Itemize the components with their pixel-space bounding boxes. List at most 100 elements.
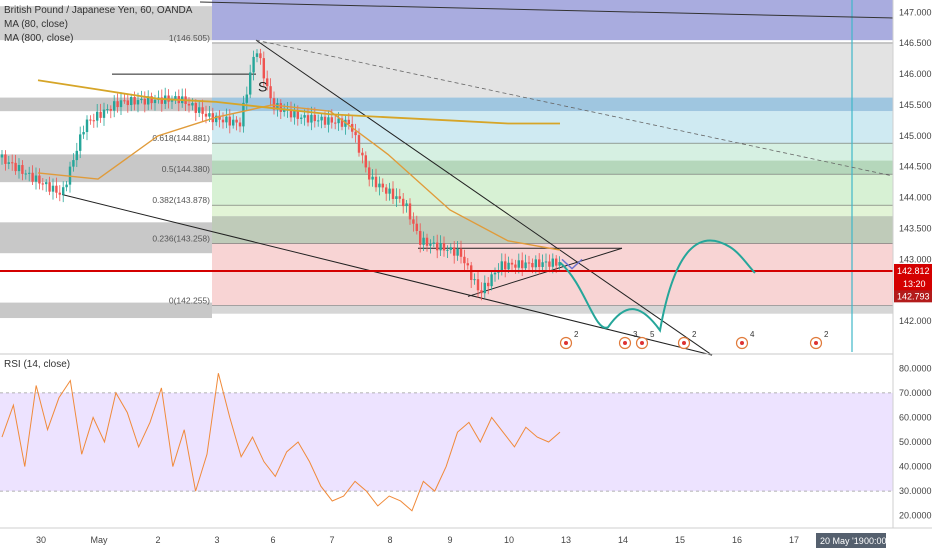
- candle-body: [235, 119, 238, 123]
- candle-body: [150, 96, 153, 104]
- fib-zone-band: [212, 243, 893, 306]
- price-tick-label: 144.500: [899, 162, 932, 172]
- indicator-ma80[interactable]: MA (80, close): [4, 19, 68, 30]
- symbol-title[interactable]: British Pound / Japanese Yen, 60, OANDA: [4, 5, 193, 16]
- candle-body: [493, 272, 497, 275]
- rsi-tick-label: 80.0000: [899, 363, 932, 373]
- zone-band-left: [0, 222, 212, 254]
- time-tick-label: May: [90, 535, 108, 545]
- candle-body: [266, 78, 269, 87]
- candle-body: [453, 247, 456, 256]
- event-count: 4: [750, 330, 755, 339]
- time-tick-label: 16: [732, 535, 742, 545]
- candle-body: [79, 134, 82, 151]
- fib-zone-band: [212, 143, 893, 161]
- candle-body: [459, 248, 463, 257]
- candle-body: [11, 162, 14, 164]
- trend-line-dashed: [255, 39, 894, 177]
- candle-body: [364, 155, 367, 168]
- event-count: 5: [650, 330, 655, 339]
- fib-level-label: 0.5(144.380): [162, 164, 210, 174]
- candle-body: [544, 261, 548, 263]
- candle-body: [198, 107, 201, 113]
- last-price-badge: [894, 263, 932, 292]
- candle-body: [204, 113, 208, 117]
- event-marker-dot: [682, 341, 686, 345]
- candle-body: [480, 290, 483, 294]
- projection-path: [559, 239, 756, 333]
- candle-body: [303, 115, 306, 118]
- event-marker-dot: [640, 341, 644, 345]
- candle-body: [436, 242, 439, 251]
- candle-body: [510, 262, 514, 265]
- price-tick-label: 145.000: [899, 131, 932, 141]
- candle-body: [242, 102, 245, 127]
- event-marker-dot: [740, 341, 744, 345]
- time-tick-label: 7: [329, 535, 334, 545]
- candle-body: [527, 262, 531, 264]
- rsi-tick-label: 40.0000: [899, 462, 932, 472]
- candle-body: [45, 182, 48, 185]
- candle-body: [24, 173, 27, 175]
- candle-body: [517, 260, 520, 268]
- time-tick-label: 15: [675, 535, 685, 545]
- candle-body: [296, 110, 299, 119]
- candle-body: [147, 96, 150, 105]
- ma80-line: [37, 104, 561, 251]
- candle-body: [215, 115, 218, 123]
- fib-zone-band: [212, 216, 893, 244]
- candle-body: [439, 243, 442, 251]
- candle-body: [293, 110, 296, 118]
- last-price-value: 142.812: [897, 266, 930, 276]
- candle-body: [130, 96, 133, 106]
- candle-body: [225, 116, 228, 123]
- rsi-line: [1, 373, 561, 512]
- range-box-left: [0, 6, 212, 41]
- range-box-top: [212, 0, 893, 41]
- annotation-label: S: [258, 78, 267, 94]
- candle-body: [85, 119, 89, 133]
- event-count: 2: [692, 330, 697, 339]
- candle-body: [89, 119, 92, 121]
- candle-body: [361, 152, 364, 156]
- rsi-tick-label: 50.0000: [899, 437, 932, 447]
- rsi-tick-label: 70.0000: [899, 388, 932, 398]
- candle-body: [551, 258, 554, 267]
- candle-body: [521, 260, 524, 269]
- candle-body: [313, 114, 316, 122]
- candle-body: [272, 98, 276, 110]
- event-count: 3: [633, 330, 638, 339]
- candle-body: [99, 111, 102, 118]
- candle-body: [153, 99, 157, 104]
- event-count: 2: [574, 330, 579, 339]
- candle-body: [385, 187, 388, 194]
- candle-body: [4, 154, 7, 164]
- candle-body: [133, 96, 136, 105]
- candle-body: [126, 100, 129, 106]
- candle-body: [109, 109, 112, 111]
- candle-body: [113, 101, 116, 111]
- candle-body: [446, 249, 449, 251]
- rsi-label[interactable]: RSI (14, close): [4, 359, 71, 370]
- candle-body: [405, 203, 408, 207]
- price-tick-label: 143.500: [899, 223, 932, 233]
- candle-body: [419, 230, 422, 245]
- candle-body: [395, 196, 398, 199]
- candle-body: [524, 262, 527, 269]
- candle-body: [323, 116, 327, 125]
- candle-body: [269, 86, 272, 99]
- candle-body: [252, 56, 255, 73]
- indicator-ma800[interactable]: MA (800, close): [4, 33, 74, 44]
- candle-body: [51, 185, 55, 192]
- candle-body: [160, 97, 163, 104]
- candle-body: [463, 256, 466, 264]
- candle-body: [473, 279, 476, 281]
- candle-body: [483, 282, 486, 294]
- candle-body: [541, 262, 544, 267]
- rsi-tick-label: 20.0000: [899, 511, 932, 521]
- triangle-line: [467, 247, 623, 297]
- candle-body: [0, 154, 4, 158]
- candle-body: [48, 182, 51, 192]
- candle-body: [381, 183, 384, 188]
